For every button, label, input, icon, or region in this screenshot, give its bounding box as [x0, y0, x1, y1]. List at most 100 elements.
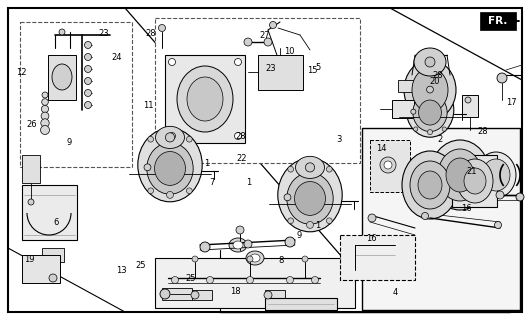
Bar: [340, 235, 415, 280]
Ellipse shape: [464, 168, 486, 194]
Ellipse shape: [482, 159, 510, 191]
Circle shape: [28, 199, 34, 205]
Ellipse shape: [287, 173, 333, 224]
Text: 7: 7: [209, 178, 215, 187]
Bar: [452, 155, 497, 207]
Circle shape: [169, 132, 175, 140]
Circle shape: [427, 86, 434, 93]
Circle shape: [465, 97, 471, 103]
Ellipse shape: [404, 60, 456, 120]
Bar: [258, 55, 303, 90]
Circle shape: [187, 136, 192, 142]
Circle shape: [306, 221, 313, 228]
Bar: [22, 155, 40, 183]
Circle shape: [326, 166, 332, 172]
Ellipse shape: [430, 140, 490, 210]
Bar: [165, 55, 245, 143]
Circle shape: [187, 188, 192, 194]
Circle shape: [413, 127, 418, 131]
Ellipse shape: [250, 254, 260, 262]
Circle shape: [269, 21, 277, 28]
Text: 21: 21: [466, 167, 477, 176]
Text: 28: 28: [477, 127, 488, 136]
Circle shape: [305, 163, 315, 172]
Circle shape: [312, 276, 319, 284]
Ellipse shape: [414, 48, 446, 76]
Text: 23: 23: [265, 64, 276, 73]
Text: 8: 8: [278, 256, 284, 265]
Circle shape: [172, 276, 179, 284]
Circle shape: [287, 276, 294, 284]
Circle shape: [380, 157, 396, 173]
Ellipse shape: [402, 151, 458, 219]
Circle shape: [425, 57, 435, 67]
Text: 2: 2: [437, 135, 443, 144]
Bar: [480, 12, 516, 30]
Bar: [20, 22, 132, 167]
Circle shape: [148, 136, 154, 142]
Ellipse shape: [457, 159, 493, 203]
Circle shape: [497, 73, 507, 83]
Text: 1: 1: [204, 159, 209, 168]
Text: 28: 28: [432, 71, 443, 80]
Circle shape: [42, 92, 48, 98]
Ellipse shape: [296, 156, 324, 179]
Circle shape: [165, 133, 174, 142]
Circle shape: [285, 237, 295, 247]
Text: 26: 26: [26, 120, 37, 129]
Ellipse shape: [246, 251, 264, 265]
Ellipse shape: [476, 152, 516, 198]
Bar: [265, 290, 285, 300]
Bar: [155, 258, 355, 308]
Text: 27: 27: [260, 31, 270, 40]
Bar: [398, 80, 414, 92]
Circle shape: [384, 161, 392, 169]
Text: 19: 19: [24, 255, 34, 264]
Ellipse shape: [410, 161, 450, 209]
Circle shape: [160, 289, 170, 299]
Circle shape: [42, 99, 48, 105]
Text: 16: 16: [461, 204, 472, 212]
Text: 11: 11: [143, 101, 154, 110]
Ellipse shape: [155, 126, 184, 148]
Circle shape: [192, 256, 198, 262]
Circle shape: [84, 90, 92, 97]
Circle shape: [247, 256, 253, 262]
Ellipse shape: [233, 241, 243, 249]
Text: 1: 1: [315, 221, 321, 230]
Circle shape: [288, 218, 294, 224]
Circle shape: [326, 218, 332, 224]
Bar: [22, 185, 77, 240]
Bar: [362, 128, 520, 310]
Circle shape: [84, 66, 92, 73]
Text: 28: 28: [236, 132, 246, 140]
Text: 16: 16: [366, 234, 376, 243]
Circle shape: [368, 214, 376, 222]
Text: 10: 10: [284, 47, 294, 56]
Bar: [370, 140, 410, 192]
Text: 1: 1: [246, 178, 252, 187]
Bar: [22, 255, 60, 283]
Circle shape: [244, 240, 252, 248]
Circle shape: [148, 188, 154, 194]
Ellipse shape: [187, 77, 223, 121]
Bar: [265, 298, 337, 310]
Circle shape: [413, 89, 418, 93]
Ellipse shape: [418, 171, 442, 199]
Circle shape: [264, 38, 272, 46]
Circle shape: [302, 256, 308, 262]
Circle shape: [442, 89, 446, 93]
Circle shape: [246, 276, 253, 284]
Circle shape: [84, 101, 92, 108]
Text: 14: 14: [376, 144, 387, 153]
Bar: [42, 248, 64, 262]
Text: 28: 28: [146, 29, 156, 38]
Bar: [392, 100, 414, 118]
Circle shape: [84, 53, 92, 60]
Circle shape: [169, 59, 175, 66]
Ellipse shape: [155, 152, 186, 185]
Circle shape: [516, 193, 524, 201]
Circle shape: [494, 221, 501, 228]
Text: 23: 23: [98, 29, 109, 38]
Text: 15: 15: [307, 66, 318, 75]
